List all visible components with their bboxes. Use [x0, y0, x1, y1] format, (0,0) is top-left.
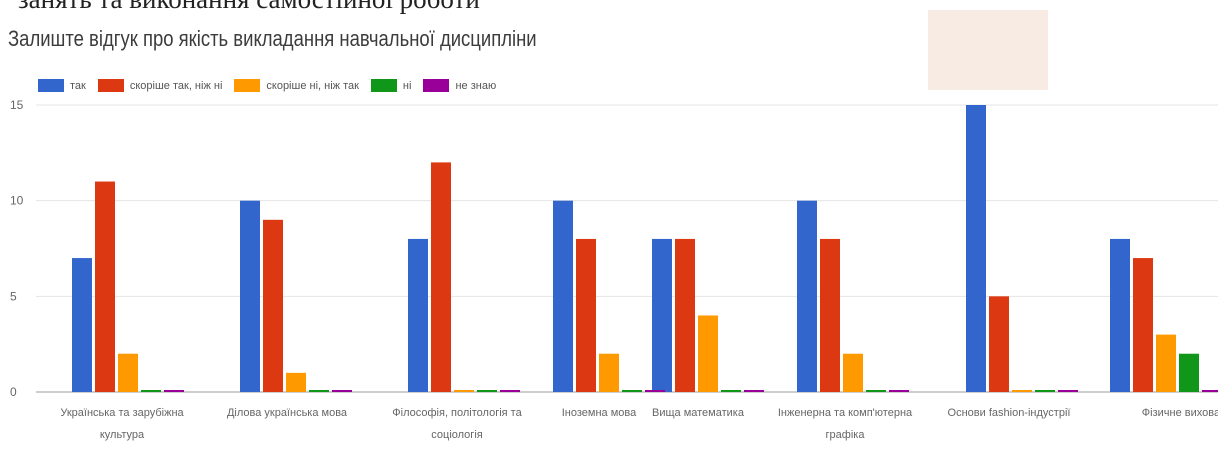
legend-swatch [38, 79, 64, 92]
y-tick-label: 10 [10, 194, 24, 208]
bar [286, 372, 306, 392]
x-tick-label: Ділова українська мова [227, 407, 348, 419]
x-tick-label-line: Філософія, політологія та [392, 407, 522, 419]
bar [1058, 390, 1078, 392]
x-tick-label-line: соціологія [431, 429, 482, 441]
x-tick-label: Філософія, політологія та соціологія [392, 407, 522, 441]
bar [966, 105, 986, 392]
legend-swatch [234, 79, 261, 92]
bar [645, 390, 665, 392]
bar [309, 390, 329, 392]
chart-title: Залиште відгук про якість викладання нав… [8, 26, 537, 51]
legend-label: ні [402, 79, 412, 92]
x-tick-label-line: Ділова українська мова [227, 407, 348, 419]
bar [1133, 258, 1153, 392]
bar [118, 353, 138, 392]
x-tick-label: Українська та зарубіжна культура [60, 407, 184, 441]
x-tick-label: Фізичне виховання [1142, 407, 1218, 419]
bar [599, 353, 619, 392]
bar [889, 390, 909, 392]
bar [989, 296, 1009, 392]
bar [431, 162, 451, 392]
bar [164, 390, 184, 392]
x-tick-label-line: Інженерна та комп'ютерна [778, 407, 913, 419]
bar [820, 238, 840, 392]
bar [263, 219, 283, 392]
legend-label: скоріше ні, ніж так [266, 79, 359, 92]
x-tick-label: Інженерна та комп'ютерна графіка [778, 407, 913, 441]
bar [1110, 238, 1130, 392]
legend-item[interactable]: скоріше так, ніж ні [97, 79, 223, 92]
bar [1179, 353, 1199, 392]
bar [408, 238, 428, 392]
page-top-caption: занять та виконання самостійної роботи [18, 0, 480, 15]
y-tick-label: 5 [10, 289, 17, 303]
legend-item[interactable]: скоріше ні, ніж так [234, 79, 359, 92]
legend-swatch [370, 79, 397, 92]
legend-label: скоріше так, ніж ні [129, 79, 223, 92]
bar [1202, 390, 1218, 392]
blank-patch [928, 10, 1048, 90]
bar [675, 238, 695, 392]
bar [797, 200, 817, 392]
x-tick-label-line: Вища математика [652, 407, 745, 419]
x-tick-label-line: Фізичне виховання [1142, 407, 1218, 419]
x-tick-label-line: Основи fashion-індустрії [948, 407, 1071, 419]
x-tick-label-line: культура [100, 429, 145, 441]
bar [141, 390, 161, 392]
bar [652, 238, 672, 392]
bar [553, 200, 573, 392]
bar [843, 353, 863, 392]
bar [744, 390, 764, 392]
x-tick-label-line: Українська та зарубіжна [60, 407, 184, 419]
legend-label: не знаю [455, 79, 497, 92]
bar [866, 390, 886, 392]
legend-swatch [423, 79, 450, 92]
bar [1035, 390, 1055, 392]
x-tick-label: Вища математика [652, 407, 745, 419]
y-tick-label: 15 [10, 98, 24, 112]
bar [500, 390, 520, 392]
bar [72, 258, 92, 392]
legend-item[interactable]: ні [370, 79, 412, 92]
x-tick-label-line: графіка [826, 429, 866, 441]
y-tick-label: 0 [10, 385, 17, 399]
bar [622, 390, 642, 392]
legend-item[interactable]: так [38, 79, 86, 92]
legend-item[interactable]: не знаю [423, 79, 496, 92]
bar [332, 390, 352, 392]
bar [477, 390, 497, 392]
legend-swatch [97, 79, 124, 92]
x-tick-label: Основи fashion-індустрії [948, 407, 1071, 419]
bar [698, 315, 718, 392]
bar [1156, 334, 1176, 392]
bar [1012, 390, 1032, 392]
bar [454, 390, 474, 392]
bar [95, 181, 115, 392]
x-tick-label: Іноземна мова [562, 407, 637, 419]
chart-legend: так скоріше так, ніж ні скоріше ні, ніж … [38, 79, 508, 92]
bar [240, 200, 260, 392]
bar [721, 390, 741, 392]
bar [576, 238, 596, 392]
x-tick-label-line: Іноземна мова [562, 407, 637, 419]
legend-label: так [70, 79, 86, 92]
